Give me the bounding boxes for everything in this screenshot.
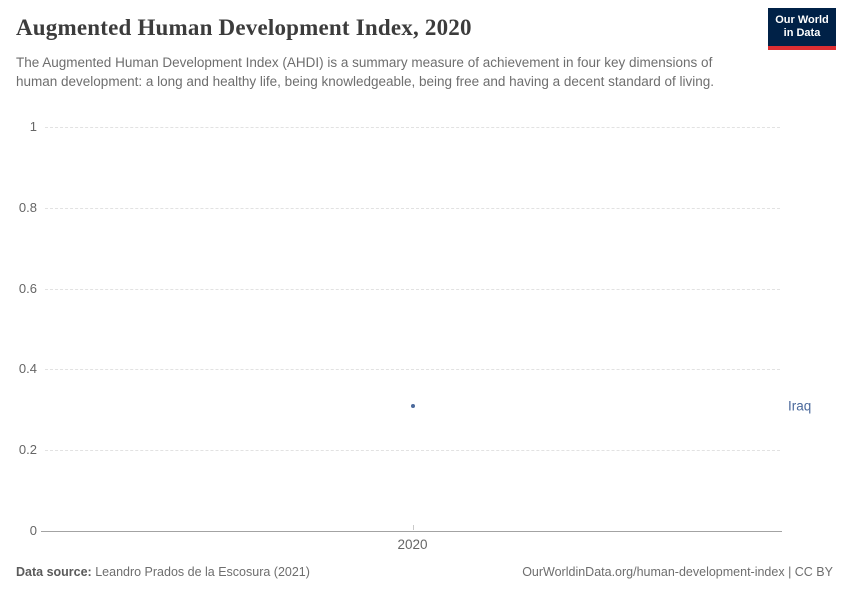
gridline-y-0.2 [45, 450, 780, 452]
y-tick-label-1: 1 [29, 118, 37, 134]
owid-logo-line2: in Data [783, 27, 821, 39]
owid-logo: Our World in Data [768, 8, 836, 50]
x-tick-mark-2020 [412, 525, 414, 530]
y-tick-label-0.6: 0.6 [18, 280, 37, 296]
data-source-note: Data source: Leandro Prados de la Escosu… [16, 565, 310, 579]
gridline-y-0.6 [45, 288, 780, 290]
y-tick-label-0: 0 [29, 522, 37, 538]
gridline-y-1 [45, 127, 780, 128]
x-tick-label-2020: 2020 [397, 537, 428, 552]
data-point-iraq[interactable] [410, 403, 415, 408]
owid-url-link[interactable]: OurWorldinData.org/human-development-ind… [522, 565, 833, 579]
entity-label-iraq[interactable]: Iraq [788, 398, 812, 414]
gridline-y-0.4 [45, 369, 780, 371]
y-tick-label-0.4: 0.4 [18, 361, 37, 377]
owid-logo-line1: Our World [775, 14, 829, 26]
y-tick-label-0.8: 0.8 [18, 199, 37, 215]
gridline-y-0.8 [45, 207, 780, 209]
x-axis-line [41, 531, 782, 532]
data-source-value: Leandro Prados de la Escosura (2021) [91, 565, 310, 579]
page-title: Augmented Human Development Index, 2020 [16, 15, 472, 40]
chart-footer: Data source: Leandro Prados de la Escosu… [16, 565, 833, 579]
plot-area: 0 0.2 0.4 0.6 0.8 1 2020 Iraq [19, 119, 811, 552]
chart-subtitle: The Augmented Human Development Index (A… [16, 55, 714, 89]
y-tick-label-0.2: 0.2 [18, 441, 37, 457]
data-source-label: Data source: [16, 565, 92, 579]
